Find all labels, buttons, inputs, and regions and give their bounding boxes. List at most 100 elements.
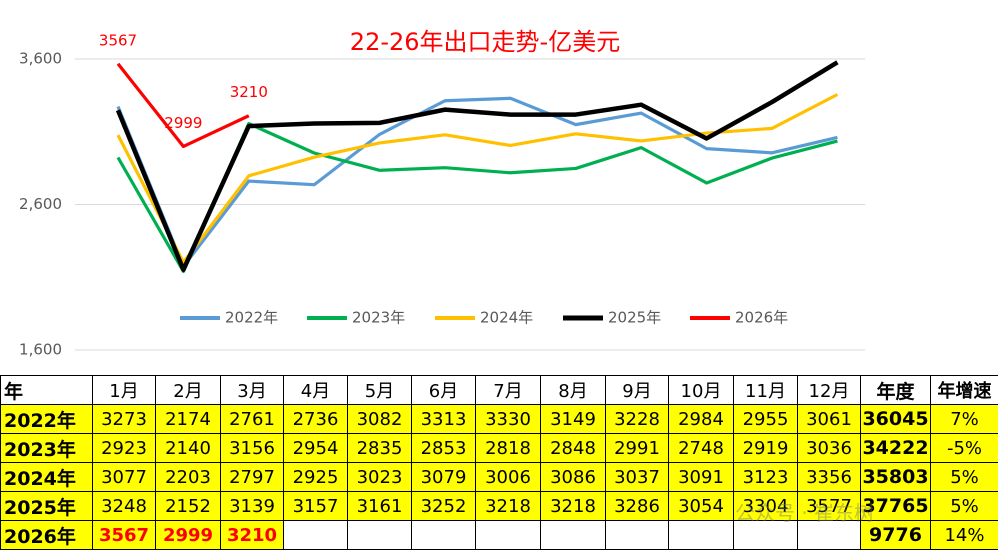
table-cell: 3567 [92, 520, 156, 550]
table-cell: 3304 [733, 491, 798, 521]
table-cell: 2954 [283, 433, 348, 463]
table-cell: 2736 [283, 404, 348, 434]
header-cell: 7月 [475, 375, 541, 405]
table-cell: 2025年 [0, 491, 93, 521]
chart-title: 22-26年出口走势-亿美元 [350, 28, 620, 56]
series-line [115, 60, 839, 272]
table-cell: 2848 [540, 433, 606, 463]
legend-label: 2025年 [608, 309, 661, 327]
table-cell: 9776 [860, 520, 931, 550]
table-row: 2023年 2923 2140 3156 2954 2835 2853 2818 2848 299… [0, 433, 998, 463]
table-cell: 3139 [220, 491, 284, 521]
table-cell: 2923 [92, 433, 156, 463]
table-cell: 3054 [668, 491, 734, 521]
table-cell: 3161 [347, 491, 412, 521]
chart: 22-26年出口走势-亿美元 1,600 2,600 3,600 3567 2999 32… [19, 28, 865, 359]
table-cell: 3149 [540, 404, 606, 434]
table-cell: 2797 [220, 462, 284, 492]
data-label: 3210 [230, 83, 268, 101]
table-cell: 7% [930, 404, 998, 434]
header-cell: 6月 [411, 375, 476, 405]
series-line [116, 122, 838, 274]
table-cell: -5% [930, 433, 998, 463]
table-cell: 3036 [797, 433, 861, 463]
table-cell: 3313 [411, 404, 476, 434]
header-cell: 10月 [668, 375, 734, 405]
header-cell: 年度 [860, 375, 931, 405]
table-cell [733, 520, 798, 550]
table-cell: 3123 [733, 462, 798, 492]
table-cell [605, 520, 669, 550]
header-cell: 2月 [155, 375, 221, 405]
data-label: 2999 [164, 114, 202, 132]
header-cell: 3月 [220, 375, 284, 405]
table-cell: 2984 [668, 404, 734, 434]
table-cell: 3273 [92, 404, 156, 434]
table-cell: 3210 [220, 520, 284, 550]
table-cell: 3218 [540, 491, 606, 521]
table-cell: 3356 [797, 462, 861, 492]
table-cell: 3091 [668, 462, 734, 492]
table-cell: 2203 [155, 462, 221, 492]
table-row: 2024年 3077 2203 2797 2925 3023 3079 3006 3086 303… [0, 462, 998, 492]
table-cell: 3228 [605, 404, 669, 434]
table-cell [347, 520, 412, 550]
legend-label: 2024年 [480, 309, 533, 327]
table-cell: 3077 [92, 462, 156, 492]
table-cell: 2140 [155, 433, 221, 463]
table-cell: 2022年 [0, 404, 93, 434]
table-cell: 37765 [860, 491, 931, 521]
table-cell: 14% [930, 520, 998, 550]
table-cell: 3082 [347, 404, 412, 434]
table-cell: 36045 [860, 404, 931, 434]
table-cell: 2026年 [0, 520, 93, 550]
watermark: 公众号 · 崔东树 [735, 501, 875, 525]
table-cell: 3079 [411, 462, 476, 492]
table-cell: 2748 [668, 433, 734, 463]
table-cell: 3577 [797, 491, 861, 521]
table-cell: 2991 [605, 433, 669, 463]
table-cell: 3330 [475, 404, 541, 434]
data-table: 年 1月 2月 3月 4月 5月 6月 7月 8月 9月 10月 11月 12月 年度 年增速 2022年 3… [0, 375, 998, 550]
header-cell: 11月 [733, 375, 798, 405]
table-cell: 3037 [605, 462, 669, 492]
header-cell: 12月 [797, 375, 861, 405]
table-cell: 3286 [605, 491, 669, 521]
table-cell: 2999 [155, 520, 221, 550]
table-row: 2022年 3273 2174 2761 2736 3082 3313 3330 3149 322… [0, 404, 998, 434]
table-cell: 2925 [283, 462, 348, 492]
table-cell: 5% [930, 491, 998, 521]
table-cell: 2023年 [0, 433, 93, 463]
table-cell: 2955 [733, 404, 798, 434]
legend-label: 2022年 [225, 309, 278, 327]
y-tick-label: 3,600 [19, 50, 62, 68]
table-cell: 3218 [475, 491, 541, 521]
table-cell [283, 520, 348, 550]
table-cell: 2853 [411, 433, 476, 463]
table-cell: 3248 [92, 491, 156, 521]
header-cell: 年增速 [930, 375, 998, 405]
table-cell: 3252 [411, 491, 476, 521]
y-tick-label: 1,600 [19, 341, 62, 359]
table-cell: 34222 [860, 433, 931, 463]
legend-label: 2023年 [352, 309, 405, 327]
legend-label: 2026年 [735, 309, 788, 327]
table-row: 2026年 3567 2999 3210 9776 14% [0, 520, 998, 550]
header-cell: 9月 [605, 375, 669, 405]
table-cell [668, 520, 734, 550]
table-cell: 3061 [797, 404, 861, 434]
table-cell: 3006 [475, 462, 541, 492]
table-cell: 5% [930, 462, 998, 492]
table-cell: 2152 [155, 491, 221, 521]
table-cell: 3157 [283, 491, 348, 521]
table-cell: 2919 [733, 433, 798, 463]
header-cell: 年 [0, 375, 93, 405]
series-line [116, 62, 250, 149]
table-cell [475, 520, 541, 550]
table-cell: 3023 [347, 462, 412, 492]
table-cell: 2761 [220, 404, 284, 434]
header-cell: 8月 [540, 375, 606, 405]
table-cell: 3156 [220, 433, 284, 463]
y-tick-label: 2,600 [19, 195, 62, 213]
